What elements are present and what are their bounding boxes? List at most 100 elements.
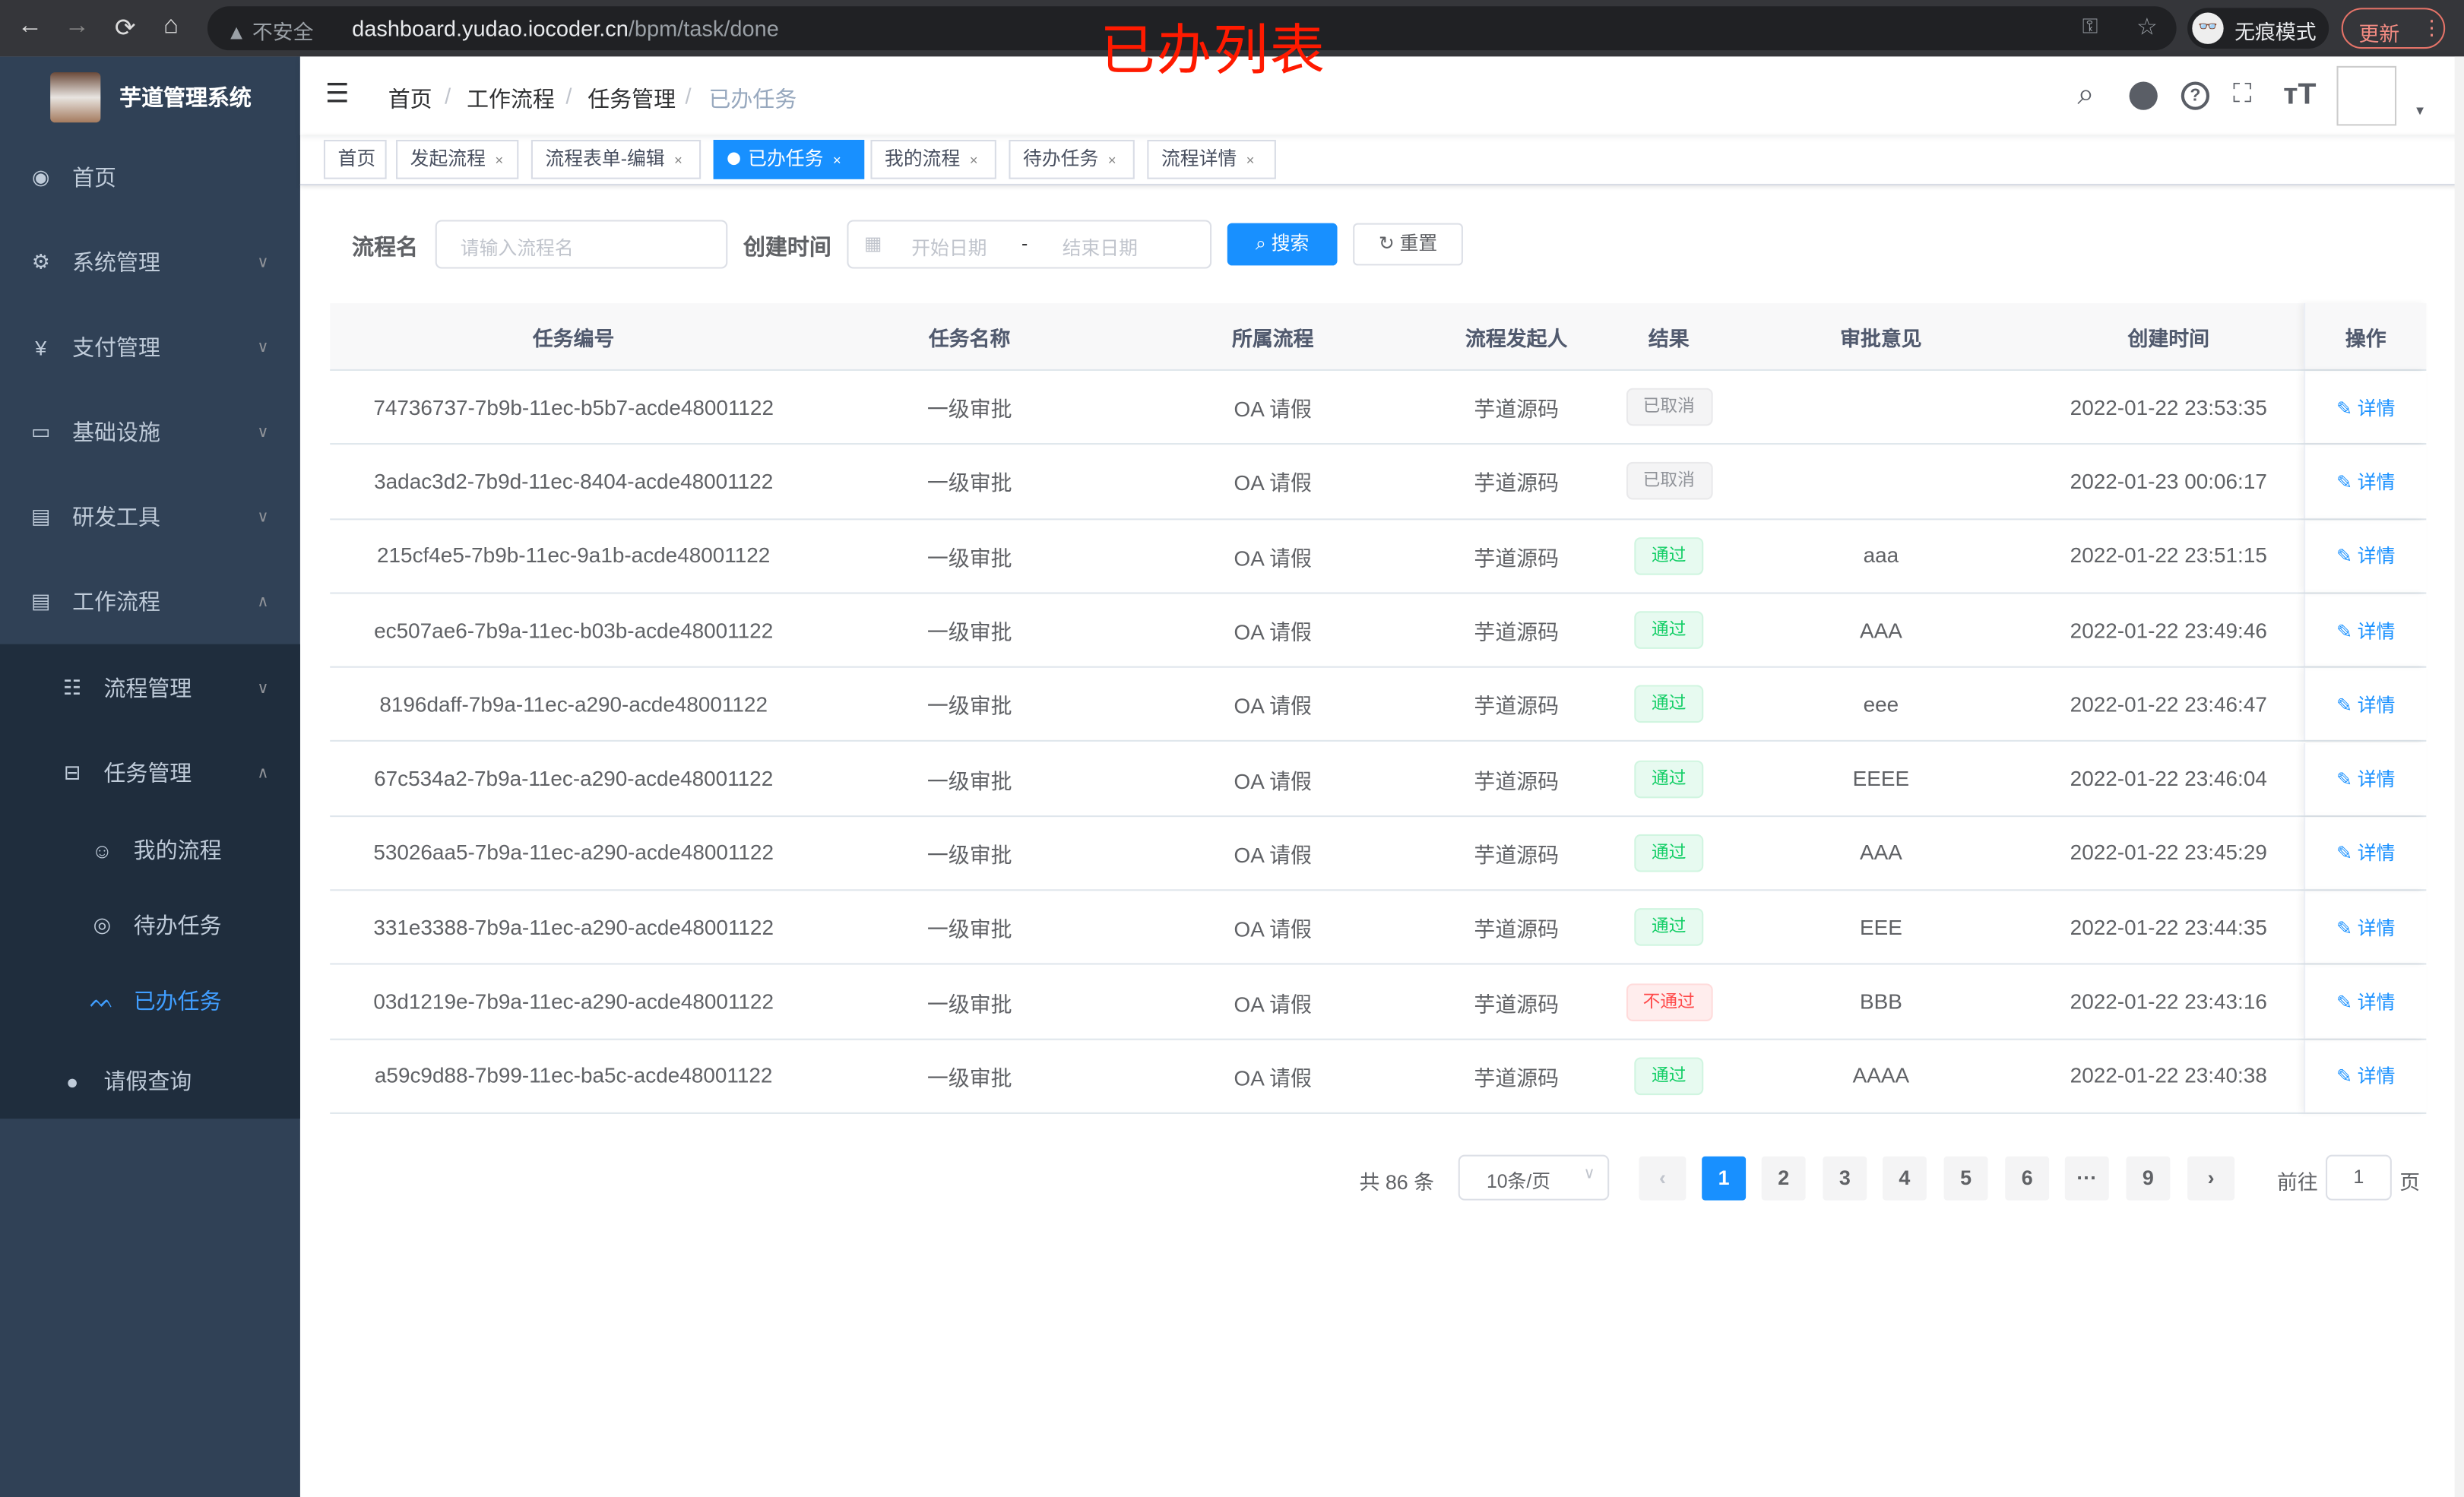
cell-starter: 芋道源码 [1474, 546, 1560, 570]
sidebar-item[interactable]: ¥ 支付管理 ∨ [0, 305, 300, 390]
page-button[interactable]: 2 [1761, 1156, 1806, 1201]
page-button[interactable]: 5 [1943, 1156, 1988, 1201]
reset-button[interactable]: ↻ 重置 [1353, 223, 1463, 266]
detail-button[interactable]: ✎ 详情 [2336, 840, 2395, 866]
toolbox-icon: ▤ [31, 589, 51, 613]
next-page-button[interactable]: › [2187, 1156, 2235, 1201]
close-icon[interactable]: × [969, 152, 978, 169]
tag-1[interactable]: 发起流程 × [396, 140, 519, 179]
detail-button[interactable]: ✎ 详情 [2336, 543, 2395, 569]
goto-page-input[interactable]: 1 [2326, 1154, 2392, 1201]
incognito-badge[interactable]: 👓 无痕模式 [2187, 8, 2329, 49]
hamburger-icon[interactable]: ☰ [325, 78, 350, 109]
detail-button[interactable]: ✎ 详情 [2336, 394, 2395, 420]
cell-result: 通过 [1609, 1040, 1728, 1112]
breadcrumb-item[interactable]: 任务管理 [587, 86, 676, 112]
user-icon: ● [65, 1069, 79, 1093]
edit-icon: ✎ [2336, 1065, 2358, 1088]
more-pages-button[interactable]: ··· [2064, 1156, 2109, 1201]
cell-starter: 芋道源码 [1474, 917, 1560, 942]
status-badge: 已取消 [1625, 462, 1712, 501]
page-button[interactable]: 4 [1882, 1156, 1927, 1201]
sidebar-item-label: 任务管理 [103, 760, 192, 786]
tag-5[interactable]: 待办任务 × [1009, 140, 1135, 179]
page-button[interactable]: 6 [2005, 1156, 2050, 1201]
process-name-input[interactable]: 请输入流程名 [435, 220, 728, 269]
tag-4[interactable]: 我的流程 × [870, 140, 996, 179]
cell-op: ✎ 详情 [2304, 816, 2426, 890]
sidebar-item[interactable]: ☺ 我的流程 [0, 812, 300, 888]
sidebar-item[interactable]: ▤ 工作流程 ∧ [0, 559, 300, 644]
end-date-input[interactable]: 结束日期 [1062, 237, 1138, 260]
sidebar-item[interactable]: ⚙ 系统管理 ∨ [0, 220, 300, 305]
close-icon[interactable]: × [1107, 152, 1116, 169]
cell-name: 一级审批 [926, 992, 1012, 1016]
breadcrumb-item[interactable]: 首页 [388, 86, 432, 112]
url-path: /bpm/task/done [628, 15, 779, 41]
page-size-select[interactable]: 10条/页 ∨ [1458, 1154, 1610, 1201]
star-icon[interactable]: ☆ [2136, 14, 2158, 41]
date-range-picker[interactable]: ▦ 开始日期 - 结束日期 [847, 220, 1212, 269]
search-button[interactable]: ⌕ 搜索 [1227, 223, 1338, 266]
detail-button[interactable]: ✎ 详情 [2336, 617, 2395, 644]
cell-op: ✎ 详情 [2304, 668, 2426, 741]
sidebar-item[interactable]: ☷ 流程管理 ∨ [0, 646, 300, 731]
cell-starter: 芋道源码 [1474, 992, 1560, 1016]
sidebar-item[interactable]: ● 请假查询 [0, 1039, 300, 1124]
detail-button[interactable]: ✎ 详情 [2336, 989, 2395, 1015]
tag-3[interactable]: 已办任务 × [713, 140, 865, 179]
fullscreen-icon[interactable]: ⛶ [2233, 78, 2252, 109]
avatar[interactable] [2336, 65, 2397, 126]
detail-button[interactable]: ✎ 详情 [2336, 1062, 2395, 1089]
sidebar-item[interactable]: ◉ 首页 [0, 135, 300, 220]
tag-6[interactable]: 流程详情 × [1147, 140, 1276, 179]
scrollbar[interactable] [2454, 56, 2464, 1497]
detail-label: 详情 [2357, 1065, 2396, 1088]
logo-image [50, 72, 101, 123]
tag-0[interactable]: 首页 [323, 140, 387, 179]
breadcrumb-item[interactable]: 工作流程 [467, 86, 555, 112]
tag-label: 待办任务 [1023, 147, 1099, 170]
security-warning[interactable]: ▲ 不安全 [226, 20, 314, 44]
sidebar-item[interactable]: ▭ 基础设施 ∨ [0, 390, 300, 475]
sidebar-item-label: 系统管理 [72, 249, 160, 275]
font-size-icon[interactable]: тT [2283, 78, 2317, 112]
cell-name: 一级审批 [926, 917, 1012, 942]
close-icon[interactable]: × [1246, 152, 1255, 169]
more-icon[interactable]: ⋮ [2421, 15, 2443, 40]
page-button[interactable]: 9 [2126, 1156, 2171, 1201]
detail-button[interactable]: ✎ 详情 [2336, 468, 2395, 495]
update-button[interactable]: 更新 ⋮ [2341, 8, 2446, 49]
sidebar-item[interactable]: ᨓ 已办任务 [0, 963, 300, 1038]
reload-icon[interactable]: ⟳ [114, 15, 136, 43]
status-badge: 通过 [1634, 536, 1704, 575]
caret-down-icon[interactable]: ▼ [2413, 103, 2427, 119]
start-date-input[interactable]: 开始日期 [911, 237, 987, 260]
page-button[interactable]: 1 [1702, 1156, 1747, 1201]
help-icon[interactable]: ? [2181, 81, 2210, 110]
tag-2[interactable]: 流程表单-编辑 × [530, 140, 702, 179]
github-icon[interactable] [2129, 81, 2158, 110]
close-icon[interactable]: × [495, 152, 504, 169]
detail-button[interactable]: ✎ 详情 [2336, 691, 2395, 717]
close-icon[interactable]: × [832, 152, 841, 169]
forward-icon[interactable]: → [64, 12, 90, 40]
search-icon[interactable]: ⌕ [2077, 78, 2095, 112]
key-icon[interactable]: ⚿ [2082, 14, 2098, 38]
cell-starter: 芋道源码 [1474, 695, 1560, 719]
sidebar-item[interactable]: ⊟ 任务管理 ∧ [0, 730, 300, 815]
table-header: 任务编号 任务名称 所属流程 流程发起人 结果 审批意见 创建时间 操作 [330, 303, 2427, 371]
prev-page-button[interactable]: ‹ [1639, 1156, 1686, 1201]
cell-time: 2022-01-22 23:53:35 [2070, 395, 2267, 419]
address-bar[interactable]: ▲ 不安全 dashboard.yudao.iocoder.cn/bpm/tas… [207, 6, 2177, 51]
back-icon[interactable]: ← [17, 12, 43, 40]
cell-starter: 芋道源码 [1474, 843, 1560, 868]
close-icon[interactable]: × [674, 152, 683, 169]
sidebar-item[interactable]: ▤ 研发工具 ∨ [0, 474, 300, 559]
cell-id: 8196daff-7b9a-11ec-a290-acde48001122 [379, 692, 768, 717]
detail-button[interactable]: ✎ 详情 [2336, 914, 2395, 941]
detail-button[interactable]: ✎ 详情 [2336, 765, 2395, 792]
home-icon[interactable]: ⌂ [163, 12, 179, 40]
sidebar-item[interactable]: ◎ 待办任务 [0, 888, 300, 963]
page-button[interactable]: 3 [1823, 1156, 1867, 1201]
